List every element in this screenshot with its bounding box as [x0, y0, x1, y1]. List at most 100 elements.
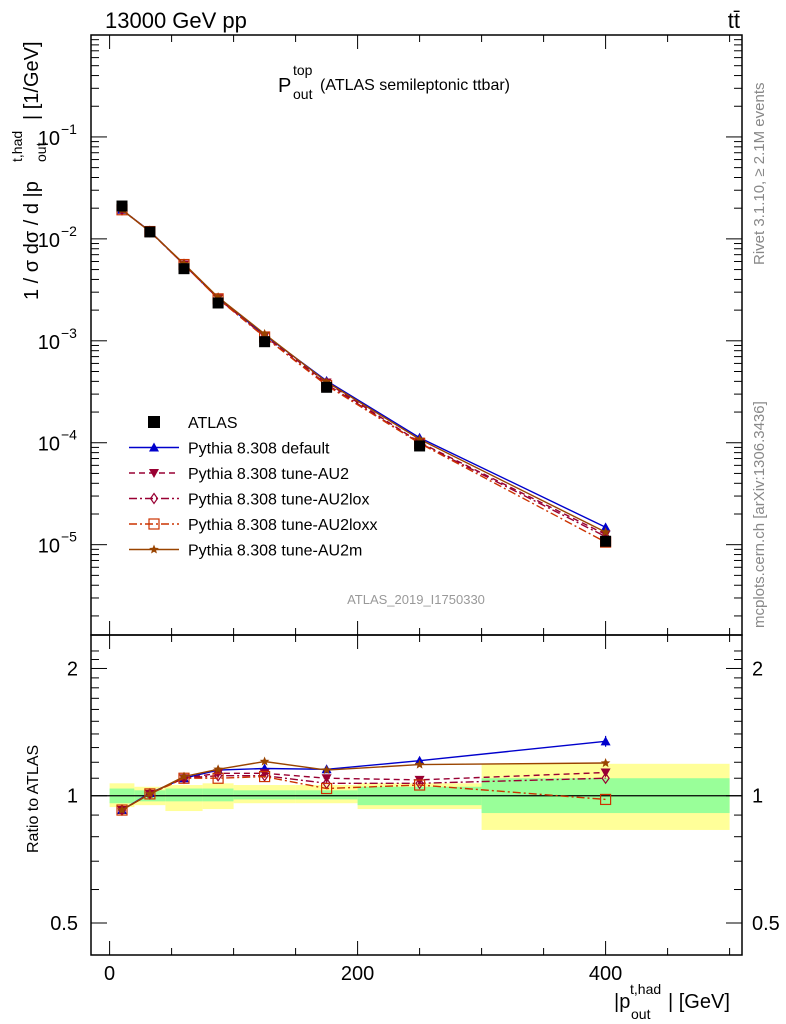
legend-entry-3: Pythia 8.308 tune-AU2 [129, 466, 349, 483]
ylabel-sup: t,had [9, 131, 25, 162]
y-tick-label: 10 [38, 536, 60, 558]
title-rest: (ATLAS semileptonic ttbar) [320, 77, 510, 94]
y-tick-exponent: −4 [61, 427, 77, 443]
atlas-data-point [321, 381, 333, 393]
y-tick-exponent: −3 [61, 325, 77, 341]
y-tick-label: 10 [38, 128, 60, 150]
legend-label: Pythia 8.308 default [188, 441, 330, 458]
atlas-data-points [116, 200, 612, 547]
ylabel-sub: out [33, 142, 49, 162]
marker-diamond [149, 492, 159, 505]
ylabel-unit: | [1/GeV] [21, 41, 43, 120]
inner-band-bin [233, 790, 296, 800]
mcplots-note: mcplots.cern.ch [arXiv:1306.3436] [751, 401, 768, 628]
marker-square [414, 779, 426, 791]
marker-triangle-up [600, 522, 611, 532]
marker-star [213, 764, 223, 774]
marker-square [259, 770, 271, 783]
marker-star [414, 759, 425, 769]
marker-star [213, 292, 223, 302]
marker-star [600, 527, 611, 537]
xlabel-unit: | [GeV] [668, 991, 730, 1013]
ratio-tick-label-left: 1 [67, 786, 78, 808]
beam-text: 13000 GeV pp [105, 8, 247, 33]
ratio-tick-label-left: 2 [67, 658, 78, 680]
process-text: tt̄ [728, 8, 740, 33]
legend-entry-2: Pythia 8.308 default [129, 441, 330, 458]
marker-star [149, 544, 159, 554]
series-3 [117, 203, 610, 817]
atlas-data-point [212, 297, 224, 309]
series-4 [116, 204, 612, 816]
title-sup: top [293, 62, 313, 78]
ratio-ylabel: Ratio to ATLAS [25, 745, 42, 853]
ratio-tick-label-right: 2 [752, 658, 763, 680]
axis-ticks [91, 34, 742, 955]
series-2 [117, 205, 611, 816]
marker-triangle-down [149, 469, 159, 478]
marker-diamond [415, 777, 424, 790]
legend-marker-atlas [148, 416, 160, 428]
series-1 [117, 204, 611, 815]
legend-entry-4: Pythia 8.308 tune-AU2lox [129, 492, 369, 509]
marker-star [414, 434, 425, 444]
marker-square [599, 793, 612, 806]
series-line-main [121, 209, 606, 536]
marker-square [148, 518, 160, 530]
axes-frames [90, 34, 743, 956]
analysis-id: ATLAS_2019_I1750330 [347, 592, 485, 607]
y-tick-label: 10 [38, 434, 60, 456]
title-sub: out [293, 86, 313, 102]
atlas-data-point [414, 440, 426, 452]
legend-entry-5: Pythia 8.308 tune-AU2loxx [129, 517, 377, 534]
x-tick-label: 200 [341, 963, 374, 985]
series-line-ratio [121, 760, 606, 811]
series-lines [116, 203, 612, 817]
atlas-data-point [259, 336, 271, 348]
marker-star [259, 756, 270, 766]
marker-square [321, 782, 333, 795]
inner-band-bin [165, 788, 203, 802]
marker-star [321, 376, 332, 386]
marker-star [600, 758, 611, 768]
marker-square [212, 772, 224, 784]
x-tick-label: 400 [589, 963, 622, 985]
rivet-note: Rivet 3.1.10, ≥ 2.1M events [751, 83, 768, 266]
xlabel-sup: t,had [630, 981, 661, 997]
inner-band-bin [295, 790, 358, 800]
marker-star [145, 788, 155, 798]
marker-diamond [260, 769, 269, 782]
ratio-tick-label-right: 1 [752, 786, 763, 808]
ratio-frame [90, 634, 743, 956]
series-line-ratio [121, 771, 606, 811]
main-ylabel: 1 / σ dσ / d |p t,had out | [1/GeV] [9, 41, 49, 300]
y-tick-exponent: −2 [61, 223, 77, 239]
legend-label: Pythia 8.308 tune-AU2 [188, 466, 349, 483]
series-line-main [121, 209, 606, 538]
legend-label: Pythia 8.308 tune-AU2loxx [188, 517, 377, 534]
xlabel-main: |p [614, 991, 630, 1013]
legend-entry-6: Pythia 8.308 tune-AU2m [129, 543, 362, 560]
ratio-tick-label-right: 0.5 [752, 913, 780, 935]
marker-star [259, 328, 270, 338]
atlas-data-point [178, 263, 190, 275]
xlabel-sub: out [631, 1006, 651, 1022]
xlabel: |p t,had out | [GeV] [614, 981, 730, 1022]
legend-label: ATLAS [188, 415, 238, 432]
ratio-tick-label-left: 0.5 [50, 913, 78, 935]
series-5 [117, 204, 611, 815]
marker-diamond [213, 769, 223, 782]
ylabel-main: 1 / σ dσ / d |p [21, 181, 43, 300]
legend-entry-1: ATLAS [148, 415, 238, 432]
series-line-main [121, 209, 606, 533]
ratio-uncertainty-bands [91, 763, 742, 830]
legend-label: Pythia 8.308 tune-AU2lox [188, 492, 369, 509]
marker-triangle-up [149, 442, 159, 452]
y-tick-label: 10 [38, 332, 60, 354]
y-tick-label: 10 [38, 230, 60, 252]
marker-triangle-down [600, 530, 611, 540]
x-tick-label: 0 [104, 963, 115, 985]
marker-diamond [601, 772, 610, 785]
